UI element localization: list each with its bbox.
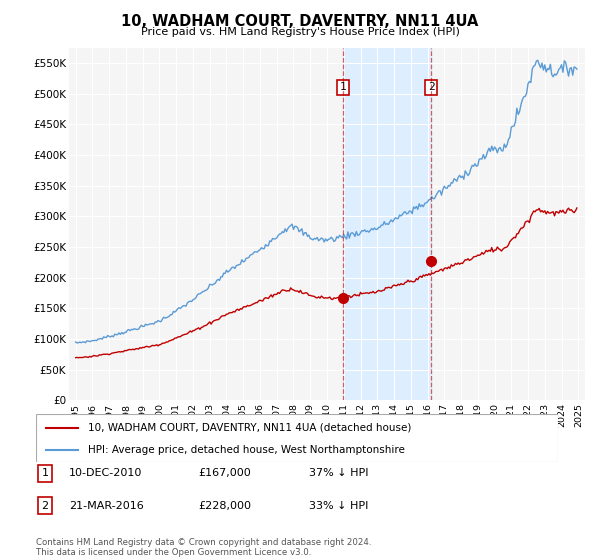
Text: 21-MAR-2016: 21-MAR-2016 (69, 501, 144, 511)
Text: £228,000: £228,000 (198, 501, 251, 511)
Text: HPI: Average price, detached house, West Northamptonshire: HPI: Average price, detached house, West… (88, 445, 405, 455)
Text: 2: 2 (428, 82, 434, 92)
Text: 10, WADHAM COURT, DAVENTRY, NN11 4UA: 10, WADHAM COURT, DAVENTRY, NN11 4UA (121, 14, 479, 29)
Text: Price paid vs. HM Land Registry's House Price Index (HPI): Price paid vs. HM Land Registry's House … (140, 27, 460, 37)
Text: £167,000: £167,000 (198, 468, 251, 478)
Text: Contains HM Land Registry data © Crown copyright and database right 2024.
This d: Contains HM Land Registry data © Crown c… (36, 538, 371, 557)
Text: 1: 1 (41, 468, 49, 478)
Text: 10-DEC-2010: 10-DEC-2010 (69, 468, 142, 478)
Text: 2: 2 (41, 501, 49, 511)
FancyBboxPatch shape (36, 414, 558, 462)
Text: 10, WADHAM COURT, DAVENTRY, NN11 4UA (detached house): 10, WADHAM COURT, DAVENTRY, NN11 4UA (de… (88, 423, 412, 433)
Text: 33% ↓ HPI: 33% ↓ HPI (309, 501, 368, 511)
Text: 37% ↓ HPI: 37% ↓ HPI (309, 468, 368, 478)
Text: 1: 1 (340, 82, 346, 92)
Bar (343, 48, 431, 400)
